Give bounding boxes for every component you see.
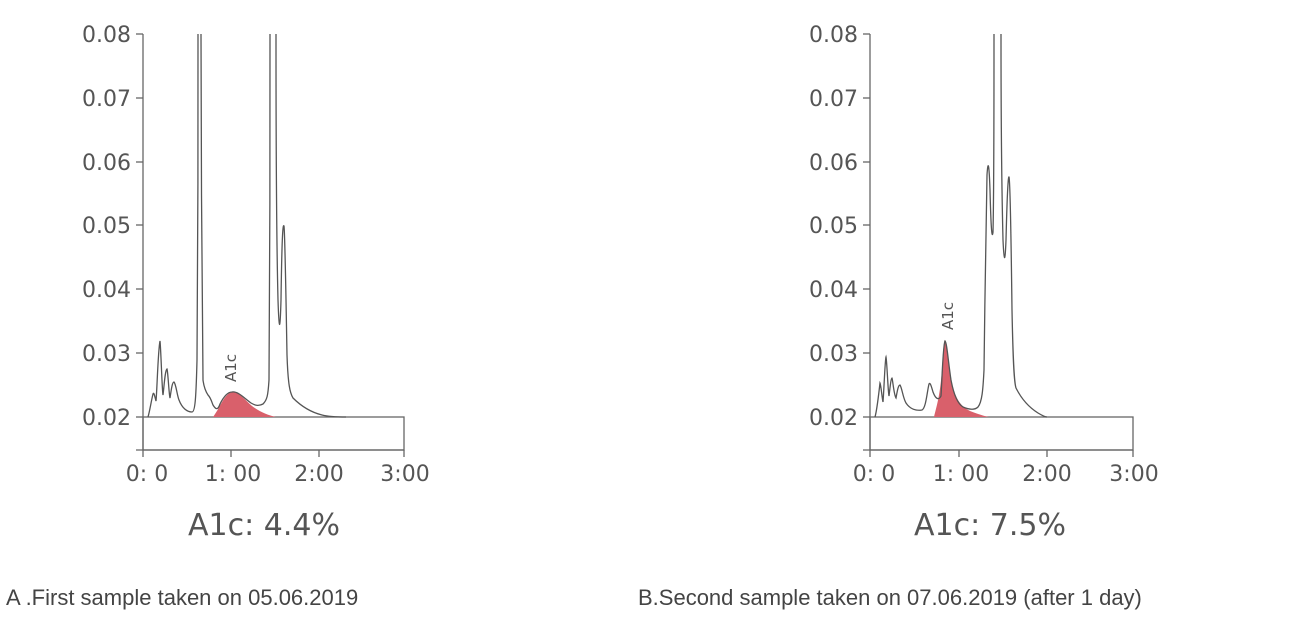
caption-b: B.Second sample taken on 07.06.2019 (aft… — [638, 585, 1142, 610]
y-tick-label: 0.05 — [809, 214, 858, 239]
chart-a-result-label: A1c: 4.4% — [188, 508, 340, 543]
y-tick-label: 0.06 — [82, 151, 131, 176]
x-tick-label: 3:00 — [1109, 462, 1158, 487]
chart-b-trace — [874, 33, 1048, 418]
chart-b-x-ticks — [869, 450, 1134, 457]
x-tick-label: 3:00 — [380, 462, 429, 487]
chart-a-x-tick-labels: 0: 0 1: 00 2:00 3:00 — [126, 462, 430, 487]
y-tick-label: 0.03 — [809, 342, 858, 367]
y-tick-label: 0.02 — [809, 406, 858, 431]
chart-b-y-tick-labels: 0.08 0.07 0.06 0.05 0.04 0.03 0.02 — [809, 23, 858, 431]
y-tick-label: 0.07 — [809, 87, 858, 112]
chart-a-x-ticks — [142, 450, 405, 457]
x-tick-label: 2:00 — [294, 462, 343, 487]
y-tick-label: 0.08 — [809, 23, 858, 48]
x-tick-label: 1: 00 — [933, 462, 989, 487]
caption-a: A .First sample taken on 05.06.2019 — [6, 585, 359, 610]
x-tick-label: 0: 0 — [126, 462, 168, 487]
chart-a: 0.08 0.07 0.06 0.05 0.04 0.03 0.02 0: 0 … — [82, 23, 430, 543]
x-tick-label: 2:00 — [1022, 462, 1071, 487]
y-tick-label: 0.08 — [82, 23, 131, 48]
chart-b-peak-label: A1c — [939, 302, 957, 330]
chart-a-baseline-box — [142, 416, 405, 451]
chart-a-y-tick-labels: 0.08 0.07 0.06 0.05 0.04 0.03 0.02 — [82, 23, 131, 431]
y-tick-label: 0.05 — [82, 214, 131, 239]
chart-b: 0.08 0.07 0.06 0.05 0.04 0.03 0.02 0: 0 … — [809, 23, 1159, 543]
y-tick-label: 0.02 — [82, 406, 131, 431]
chart-b-result-label: A1c: 7.5% — [914, 508, 1066, 543]
chart-b-x-tick-labels: 0: 0 1: 00 2:00 3:00 — [853, 462, 1159, 487]
y-tick-label: 0.07 — [82, 87, 131, 112]
x-tick-label: 0: 0 — [853, 462, 895, 487]
y-tick-label: 0.04 — [809, 278, 858, 303]
y-tick-label: 0.03 — [82, 342, 131, 367]
chart-a-y-ticks — [136, 33, 143, 418]
chart-a-a1c-shaded-peak — [213, 391, 276, 417]
chart-a-peak-label: A1c — [222, 354, 240, 382]
y-tick-label: 0.06 — [809, 151, 858, 176]
chart-b-y-ticks — [863, 33, 870, 418]
x-tick-label: 1: 00 — [205, 462, 261, 487]
chart-a-trace — [147, 33, 347, 418]
chart-b-baseline-box — [869, 416, 1134, 451]
y-tick-label: 0.04 — [82, 278, 131, 303]
